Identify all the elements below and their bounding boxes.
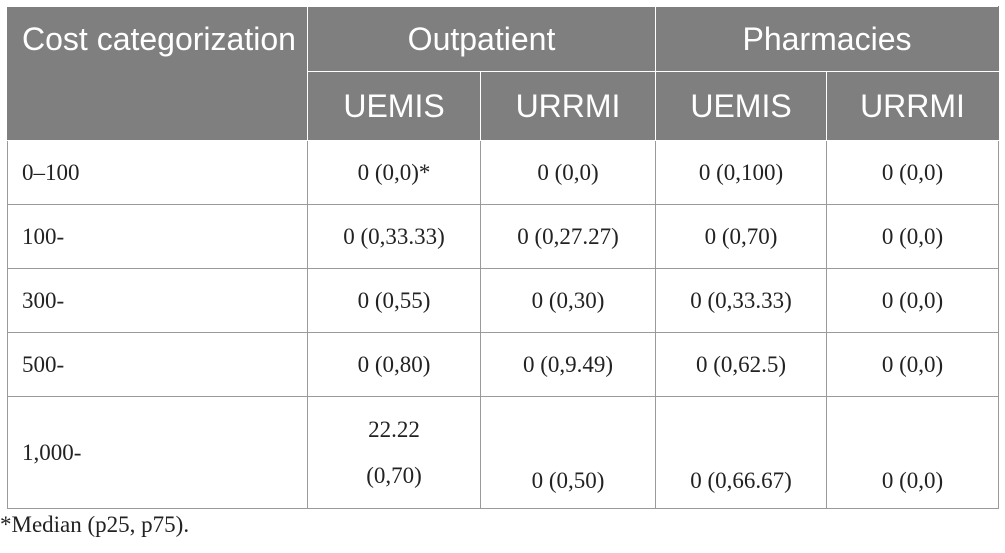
table-cell: 0 (0,62.5): [655, 332, 827, 397]
table-row: 1,000- 22.22 (0,70) 0 (0,50) 0 (0,66.67)…: [7, 396, 1000, 509]
row-label: 100-: [7, 204, 308, 269]
table-cell: 0 (0,9.49): [480, 332, 656, 397]
header-group-pharmacies: Pharmacies: [654, 6, 1000, 72]
table-cell: 0 (0,0): [825, 204, 1000, 269]
row-label: 500-: [7, 332, 308, 397]
table-cell: 0 (0,30): [480, 268, 656, 333]
table-row: 500- 0 (0,80) 0 (0,9.49) 0 (0,62.5) 0 (0…: [7, 332, 1000, 397]
data-table-container: Cost categorization Outpatient Pharmacie…: [7, 6, 1000, 509]
header-cost-categorization: Cost categorization: [7, 6, 308, 141]
subheader-pharmacies-urrmi: URRMI: [825, 71, 1000, 141]
table-row: 300- 0 (0,55) 0 (0,30) 0 (0,33.33) 0 (0,…: [7, 268, 1000, 333]
table-cell: 0 (0,0): [825, 396, 1000, 509]
table-cell: 0 (0,55): [307, 268, 481, 333]
table-cell: 0 (0,100): [655, 140, 827, 205]
table-cell: 0 (0,50): [480, 396, 656, 509]
table-cell: 0 (0,0): [825, 140, 1000, 205]
subheader-outpatient-urrmi: URRMI: [480, 71, 656, 141]
row-label: 300-: [7, 268, 308, 333]
table-cell: 0 (0,70): [655, 204, 827, 269]
table-row: 0–100 0 (0,0)* 0 (0,0) 0 (0,100) 0 (0,0): [7, 140, 1000, 205]
table-cell: 0 (0,66.67): [655, 396, 827, 509]
table-cell: 0 (0,33.33): [307, 204, 481, 269]
table-footnote: *Median (p25, p75).: [0, 512, 190, 537]
header-group-outpatient: Outpatient: [307, 6, 656, 72]
table-cell: 0 (0,33.33): [655, 268, 827, 333]
table-cell: 22.22 (0,70): [307, 396, 481, 509]
cell-line: (0,70): [366, 462, 422, 488]
table-cell: 0 (0,27.27): [480, 204, 656, 269]
table-cell: 0 (0,0): [825, 332, 1000, 397]
subheader-outpatient-uemis: UEMIS: [307, 71, 481, 141]
table-cell: 0 (0,0): [480, 140, 656, 205]
cell-line: 22.22: [368, 416, 420, 442]
table-header: Cost categorization Outpatient Pharmacie…: [7, 6, 1000, 141]
table-cell: 0 (0,80): [307, 332, 481, 397]
table-row: 100- 0 (0,33.33) 0 (0,27.27) 0 (0,70) 0 …: [7, 204, 1000, 269]
table-cell: 0 (0,0): [825, 268, 1000, 333]
row-label: 1,000-: [7, 396, 308, 509]
table-body: 0–100 0 (0,0)* 0 (0,0) 0 (0,100) 0 (0,0)…: [7, 140, 1000, 509]
table-cell: 0 (0,0)*: [307, 140, 481, 205]
cost-table: Cost categorization Outpatient Pharmacie…: [7, 6, 1000, 509]
subheader-pharmacies-uemis: UEMIS: [655, 71, 827, 141]
row-label: 0–100: [7, 140, 308, 205]
